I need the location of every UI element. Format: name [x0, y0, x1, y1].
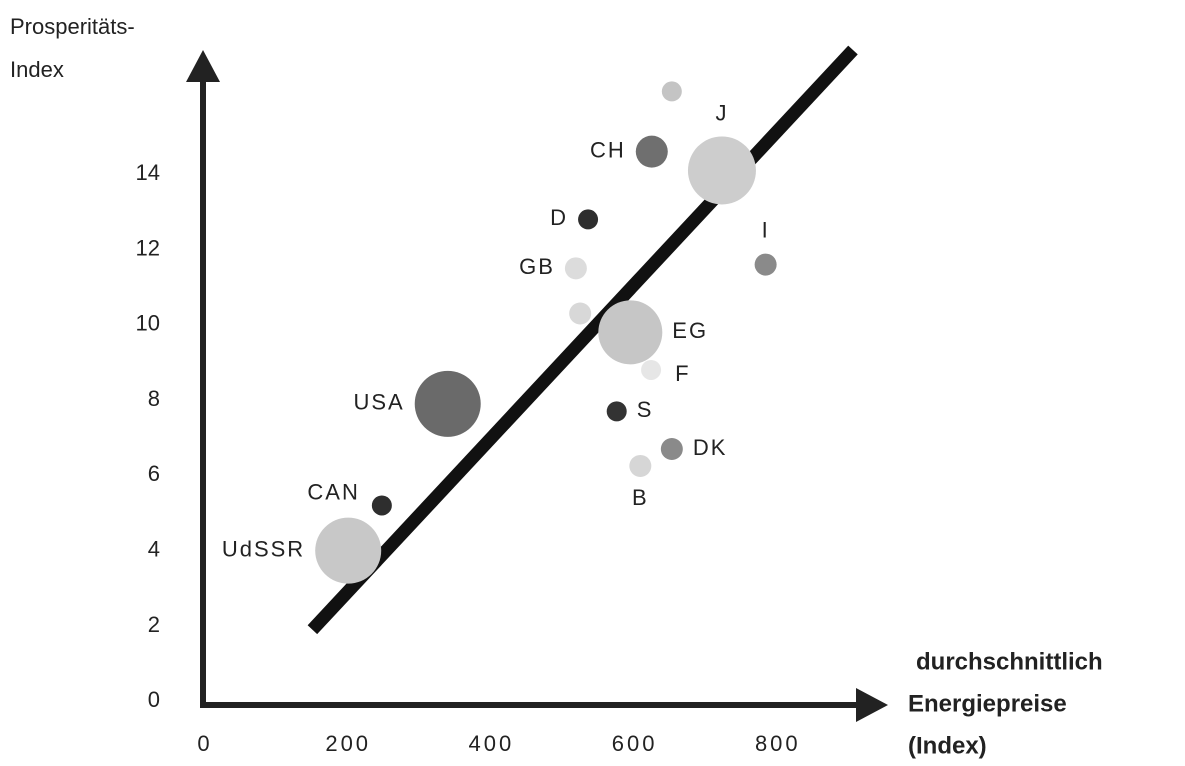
- x-tick-label: 200: [325, 731, 371, 756]
- point-label: DK: [693, 435, 728, 460]
- y-tick-label: 12: [136, 235, 160, 260]
- point-label: F: [675, 361, 690, 386]
- point-label: S: [637, 397, 654, 422]
- point-label: GB: [519, 254, 555, 279]
- x-axis-label: (Index): [908, 732, 987, 759]
- x-tick-label: 800: [755, 731, 801, 756]
- point-label: USA: [353, 390, 404, 415]
- y-axis-arrow: [186, 50, 220, 82]
- bubble: [606, 401, 627, 422]
- bubble: [660, 438, 683, 461]
- bubble: [578, 209, 599, 230]
- x-tick-label: 400: [469, 731, 515, 756]
- point-label: CH: [590, 137, 626, 162]
- point-label: UdSSR: [222, 536, 305, 561]
- bubble: [564, 257, 587, 280]
- point-label: D: [550, 205, 568, 230]
- y-tick-label: 2: [148, 612, 160, 637]
- point-label: CAN: [307, 479, 359, 504]
- x-axis-arrow: [856, 688, 888, 722]
- bubble: [754, 253, 777, 276]
- point-label: J: [715, 100, 728, 125]
- y-tick-label: 14: [136, 160, 160, 185]
- bubble: [414, 370, 481, 437]
- bubble: [635, 135, 668, 168]
- y-axis-label: Prosperitäts-: [10, 14, 135, 39]
- bubble: [661, 81, 682, 102]
- bubble: [687, 136, 756, 205]
- y-tick-label: 4: [148, 536, 160, 561]
- bubble: [641, 359, 662, 380]
- y-tick-label: 6: [148, 461, 160, 486]
- bubble: [598, 300, 663, 365]
- point-label: EG: [672, 318, 708, 343]
- x-tick-label: 0: [197, 731, 212, 756]
- bubble: [569, 302, 592, 325]
- x-axis-label: Energiepreise: [908, 690, 1067, 717]
- bubble: [371, 495, 392, 516]
- point-label: B: [632, 485, 649, 510]
- bubble: [629, 454, 652, 477]
- bubble: [315, 517, 382, 584]
- trend-line: [307, 45, 858, 635]
- y-tick-label: 0: [148, 687, 160, 712]
- y-axis-label: Index: [10, 57, 64, 82]
- y-tick-label: 10: [136, 311, 160, 336]
- x-axis-label: durchschnittlich: [916, 648, 1103, 675]
- x-tick-label: 600: [612, 731, 658, 756]
- point-label: I: [762, 217, 770, 242]
- y-tick-label: 8: [148, 386, 160, 411]
